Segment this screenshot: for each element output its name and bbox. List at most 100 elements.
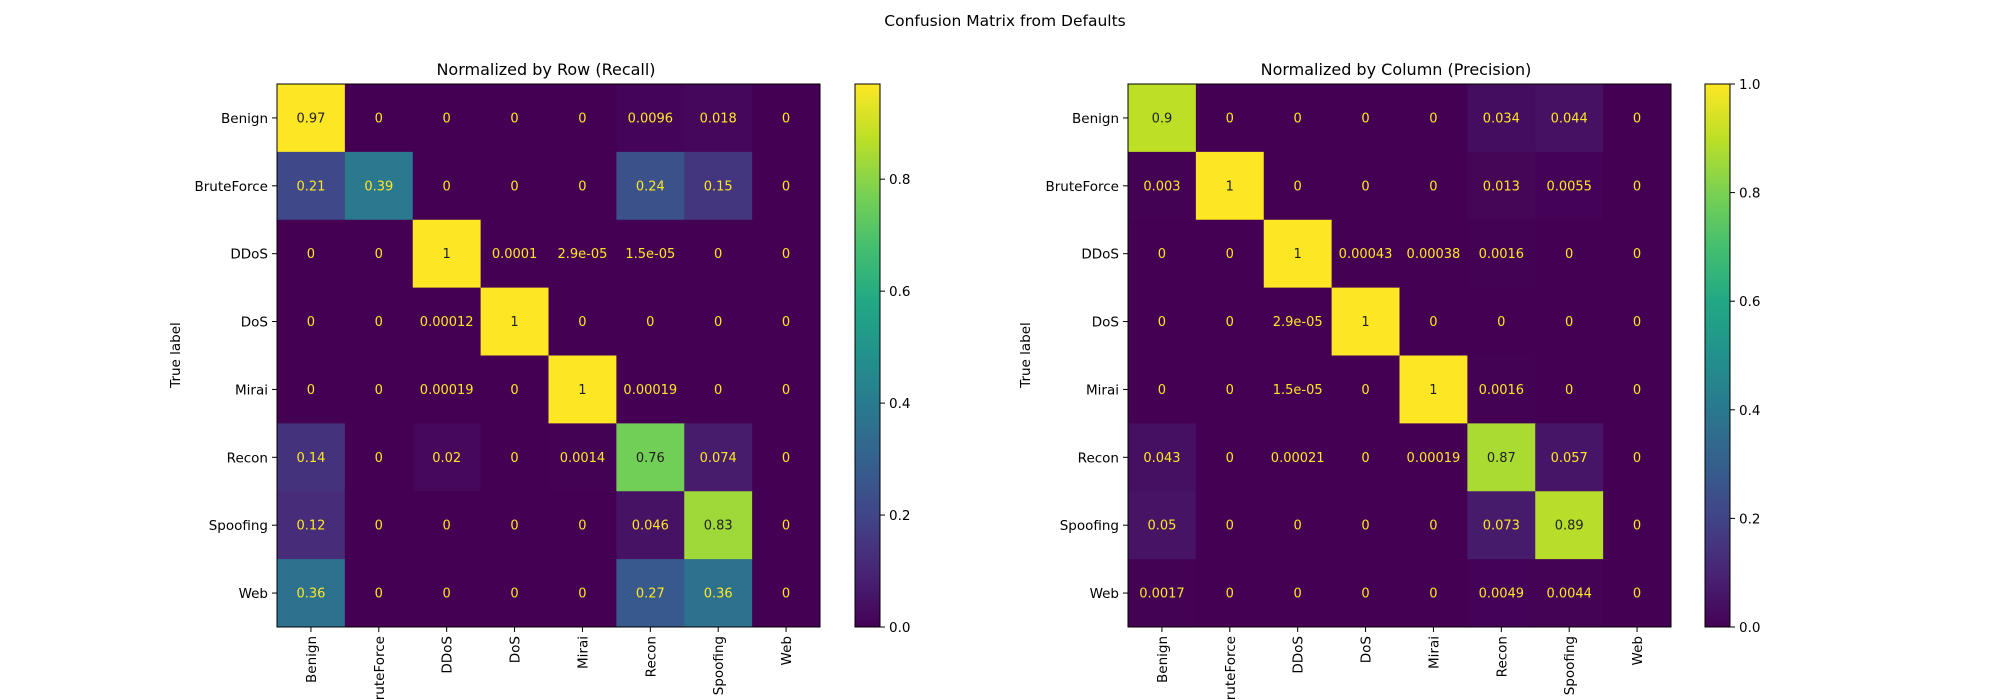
- precision-cell-bruteforce-spoofing: [1535, 151, 1604, 221]
- precision-cell-label: 0: [1633, 383, 1641, 398]
- precision-cell-label: 1.5e-05: [1273, 383, 1323, 398]
- recall-y-tick-label: Web: [239, 586, 268, 602]
- precision-cell-label: 1: [1294, 247, 1302, 262]
- precision-cell-label: 0: [1294, 111, 1302, 126]
- recall-cell-dos-web: [752, 287, 821, 356]
- precision-cell-benign-benign: [1128, 84, 1197, 153]
- recall-cell-label: 0: [375, 451, 383, 466]
- recall-cell-label: 0: [782, 111, 790, 126]
- recall-cell-label: 0: [510, 383, 518, 398]
- recall-cell-web-ddos: [412, 559, 482, 628]
- recall-cell-spoofing-mirai: [548, 491, 617, 560]
- precision-colorbar-tick-label: 0.0: [1739, 620, 1760, 636]
- precision-x-tick-label: DDoS: [1291, 636, 1307, 674]
- precision-cell-label: 0: [1226, 451, 1234, 466]
- recall-cell-label: 2.9e-05: [557, 247, 607, 262]
- precision-cell-mirai-spoofing: [1535, 355, 1604, 424]
- recall-cell-recon-bruteforce: [344, 423, 414, 492]
- recall-cell-label: 0.0014: [560, 451, 606, 466]
- precision-cell-recon-benign: [1128, 423, 1197, 492]
- precision-cell-label: 0.05: [1147, 519, 1176, 534]
- recall-cell-label: 0.15: [704, 179, 733, 194]
- precision-cell-label: 0: [1361, 587, 1369, 602]
- precision-cell-label: 0.9: [1152, 111, 1173, 126]
- precision-cell-spoofing-bruteforce: [1195, 491, 1265, 560]
- precision-cell-spoofing-web: [1603, 491, 1672, 560]
- recall-cell-label: 0.00019: [420, 383, 474, 398]
- recall-x-tick-label: Benign: [304, 636, 320, 683]
- precision-cell-label: 0.89: [1555, 519, 1584, 534]
- recall-cell-dos-recon: [616, 287, 685, 356]
- recall-colorbar-gradient: [854, 83, 881, 628]
- precision-cell-spoofing-recon: [1467, 491, 1536, 560]
- recall-cell-web-mirai: [548, 559, 617, 628]
- recall-cell-dos-dos: [480, 287, 549, 356]
- recall-cell-benign-ddos: [412, 84, 482, 153]
- recall-cell-bruteforce-bruteforce: [344, 151, 414, 221]
- precision-x-tick-label: BruteForce: [1223, 636, 1239, 700]
- precision-x-tick-label: Web: [1630, 636, 1646, 665]
- recall-cell-recon-web: [752, 423, 821, 492]
- precision-cell-label: 0: [1633, 519, 1641, 534]
- recall-cell-label: 1.5e-05: [625, 247, 675, 262]
- recall-cell-web-benign: [277, 559, 346, 628]
- precision-cell-bruteforce-recon: [1467, 151, 1536, 221]
- precision-cell-recon-spoofing: [1535, 423, 1604, 492]
- figure-title: Confusion Matrix from Defaults: [884, 12, 1125, 30]
- recall-cell-spoofing-benign: [277, 491, 346, 560]
- recall-y-tick-label: DDoS: [230, 247, 268, 263]
- recall-cell-label: 0.97: [296, 111, 325, 126]
- recall-cell-ddos-recon: [616, 219, 685, 289]
- precision-cell-web-recon: [1467, 559, 1536, 628]
- recall-cell-label: 0: [375, 111, 383, 126]
- precision-heatmap-cells: [1128, 84, 1672, 628]
- precision-cell-label: 0: [1361, 451, 1369, 466]
- precision-cell-ddos-dos: [1331, 219, 1400, 289]
- precision-x-tick-label: Mirai: [1426, 636, 1442, 669]
- precision-y-tick-label: DoS: [1092, 315, 1119, 331]
- recall-cell-web-bruteforce: [344, 559, 414, 628]
- precision-cell-benign-web: [1603, 84, 1672, 153]
- precision-cell-label: 0.057: [1551, 451, 1588, 466]
- precision-cell-web-web: [1603, 559, 1672, 628]
- precision-cell-label: 0.034: [1483, 111, 1520, 126]
- recall-x-tick-label: BruteForce: [372, 636, 388, 700]
- precision-cell-label: 0: [1361, 111, 1369, 126]
- recall-cell-label: 0: [782, 315, 790, 330]
- precision-cell-benign-spoofing: [1535, 84, 1604, 153]
- precision-x-ticks: Benign BruteForce DDoS DoS Mirai Recon Spoofin…: [1155, 627, 1646, 700]
- precision-cell-label: 2.9e-05: [1273, 315, 1323, 330]
- precision-cell-label: 0: [1158, 383, 1166, 398]
- precision-panel-title: Normalized by Column (Precision): [1261, 60, 1532, 79]
- recall-colorbar: 0.0 0.2 0.4 0.6 0.8: [854, 83, 910, 636]
- precision-cell-web-bruteforce: [1195, 559, 1265, 628]
- recall-cell-benign-dos: [480, 84, 549, 153]
- precision-cell-label: 0: [1158, 247, 1166, 262]
- precision-cell-label: 0: [1633, 179, 1641, 194]
- precision-cell-label: 0.0055: [1546, 179, 1592, 194]
- recall-cell-spoofing-dos: [480, 491, 549, 560]
- precision-cell-dos-dos: [1331, 287, 1400, 356]
- recall-cell-label: 0.36: [704, 587, 733, 602]
- precision-cell-benign-mirai: [1399, 84, 1468, 153]
- precision-cell-label: 0.0017: [1139, 587, 1185, 602]
- recall-cell-label: 0: [510, 179, 518, 194]
- recall-cell-label: 0.39: [364, 179, 393, 194]
- precision-cell-mirai-dos: [1331, 355, 1400, 424]
- precision-colorbar-tick-label: 0.2: [1739, 511, 1760, 527]
- precision-cell-label: 0: [1361, 179, 1369, 194]
- precision-cell-recon-ddos: [1263, 423, 1333, 492]
- precision-colorbar-tick-label: 0.8: [1739, 186, 1760, 202]
- recall-cell-label: 0: [578, 315, 586, 330]
- recall-cell-label: 0: [714, 383, 722, 398]
- recall-cell-web-spoofing: [684, 559, 753, 628]
- recall-cell-web-recon: [616, 559, 685, 628]
- recall-cell-benign-web: [752, 84, 821, 153]
- precision-cell-label: 0.87: [1487, 451, 1516, 466]
- recall-cell-label: 0: [782, 383, 790, 398]
- precision-cell-label: 0: [1633, 587, 1641, 602]
- precision-y-tick-label: Spoofing: [1060, 518, 1119, 534]
- precision-cell-label: 0: [1158, 315, 1166, 330]
- precision-x-tick-label: DoS: [1359, 636, 1375, 663]
- recall-cell-label: 0: [782, 247, 790, 262]
